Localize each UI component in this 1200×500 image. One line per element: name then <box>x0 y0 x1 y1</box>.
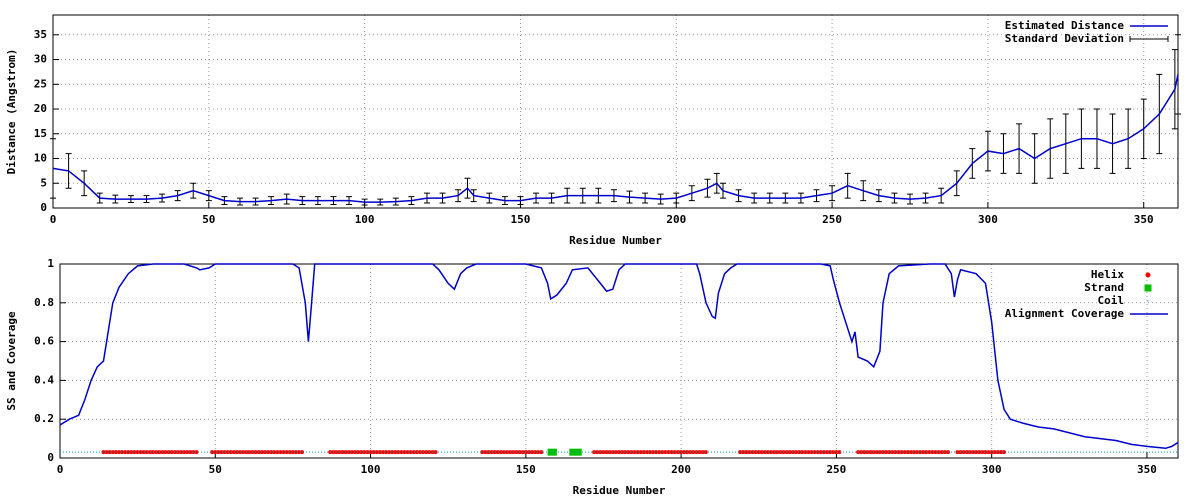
x-tick-label: 100 <box>355 213 375 226</box>
y-tick-label: 0.8 <box>34 296 54 309</box>
y-tick-label: 30 <box>34 53 47 66</box>
x-tick-label: 150 <box>516 463 536 476</box>
error-bar <box>1175 34 1181 115</box>
x-tick-label: 250 <box>822 213 842 226</box>
x-tick-label: 50 <box>209 463 222 476</box>
x-tick-label: 0 <box>57 463 64 476</box>
x-tick-label: 250 <box>826 463 846 476</box>
y-tick-label: 0.6 <box>34 335 54 348</box>
x-tick-label: 350 <box>1134 213 1154 226</box>
y-axis-label: SS and Coverage <box>5 311 18 411</box>
coverage-line <box>59 263 1179 450</box>
y-tick-label: 25 <box>34 77 47 90</box>
x-axis-label: Residue Number <box>573 484 666 497</box>
x-tick-label: 300 <box>978 213 998 226</box>
x-axis-label: Residue Number <box>569 234 662 247</box>
y-axis-label: Distance (Angstrom) <box>5 49 18 175</box>
x-tick-label: 300 <box>982 463 1002 476</box>
x-tick-label: 200 <box>671 463 691 476</box>
x-tick-label: 350 <box>1137 463 1157 476</box>
x-tick-label: 0 <box>50 213 57 226</box>
legend-label: Estimated Distance <box>1005 19 1125 32</box>
y-tick-label: 0.2 <box>34 412 54 425</box>
legend-label: Alignment Coverage <box>1005 307 1125 320</box>
y-tick-label: 0 <box>47 451 54 464</box>
y-tick-label: 15 <box>34 127 47 140</box>
legend-swatch <box>1129 36 1169 42</box>
legend-swatch <box>1144 284 1152 292</box>
legend-label: Standard Deviation <box>1005 32 1124 45</box>
y-tick-label: 0 <box>40 201 47 214</box>
distance-line <box>52 74 1179 203</box>
x-tick-label: 200 <box>666 213 686 226</box>
legend-label: Strand <box>1084 281 1124 294</box>
plot-frame <box>59 263 1179 459</box>
y-tick-label: 10 <box>34 152 47 165</box>
legend-swatch <box>1147 300 1149 302</box>
x-tick-label: 100 <box>361 463 381 476</box>
y-tick-label: 0.4 <box>34 373 54 386</box>
y-tick-label: 35 <box>34 28 47 41</box>
x-tick-label: 150 <box>511 213 531 226</box>
legend-label: Coil <box>1098 294 1125 307</box>
x-tick-label: 50 <box>202 213 215 226</box>
legend-label: Helix <box>1091 268 1124 281</box>
legend-swatch <box>1145 272 1151 278</box>
y-tick-label: 20 <box>34 102 47 115</box>
y-tick-label: 1 <box>47 257 54 270</box>
y-tick-label: 5 <box>40 176 47 189</box>
